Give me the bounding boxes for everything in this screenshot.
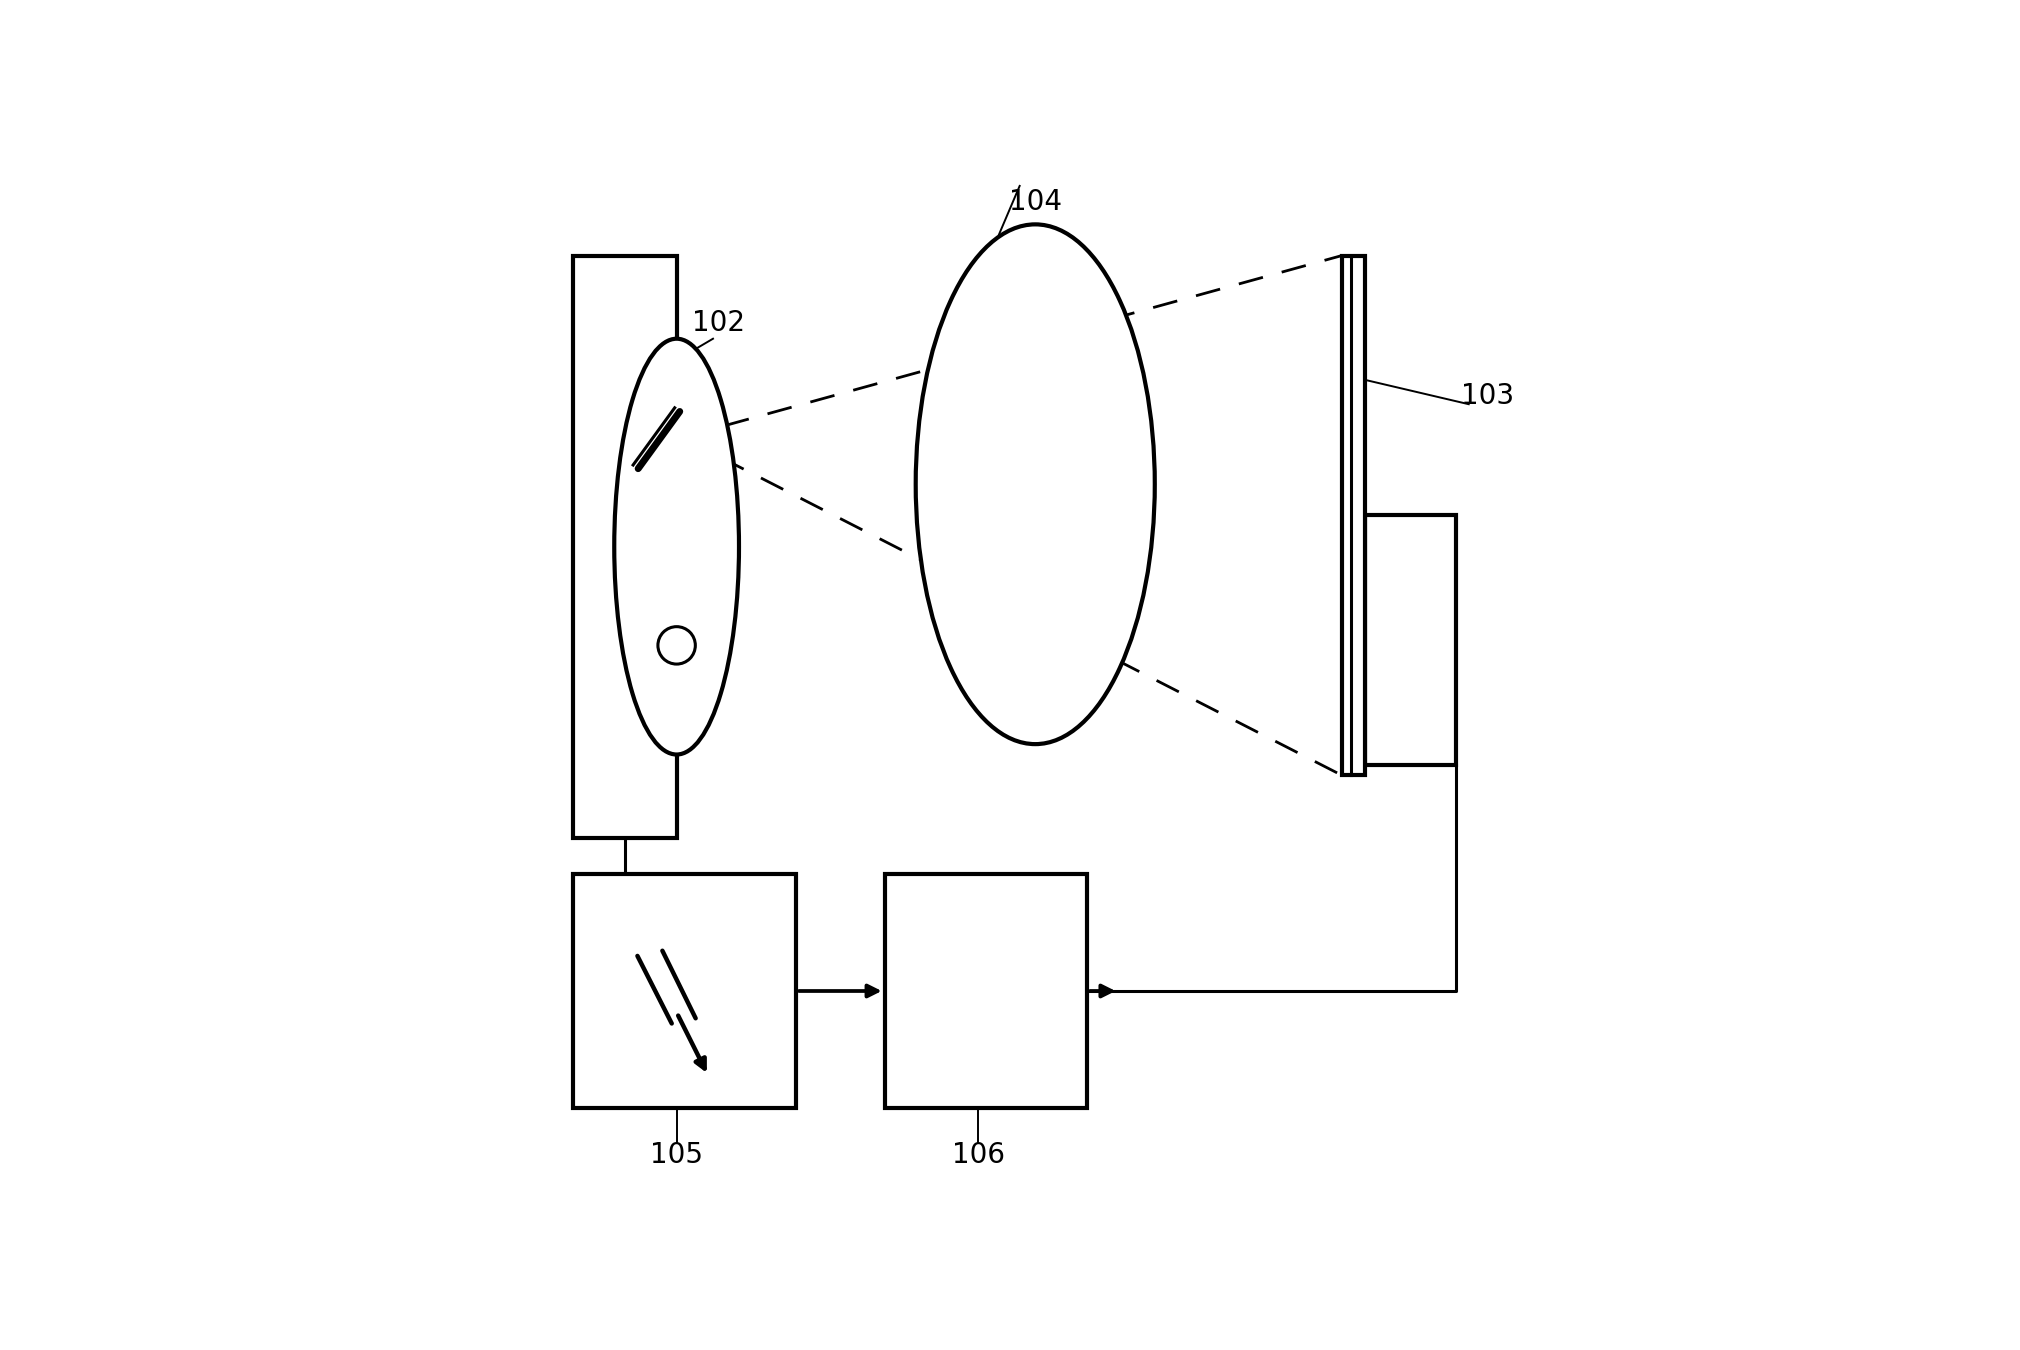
- Text: 102: 102: [691, 309, 745, 338]
- Bar: [1341, 255, 1366, 775]
- Text: 103: 103: [1460, 382, 1515, 410]
- Bar: [1366, 516, 1456, 765]
- Bar: [574, 873, 796, 1108]
- Circle shape: [659, 626, 695, 664]
- Text: 105: 105: [650, 1141, 703, 1169]
- Ellipse shape: [915, 224, 1155, 744]
- Bar: [574, 255, 677, 837]
- Ellipse shape: [614, 339, 739, 755]
- Text: 104: 104: [1008, 188, 1063, 216]
- Bar: [885, 873, 1087, 1108]
- Text: 106: 106: [951, 1141, 1004, 1169]
